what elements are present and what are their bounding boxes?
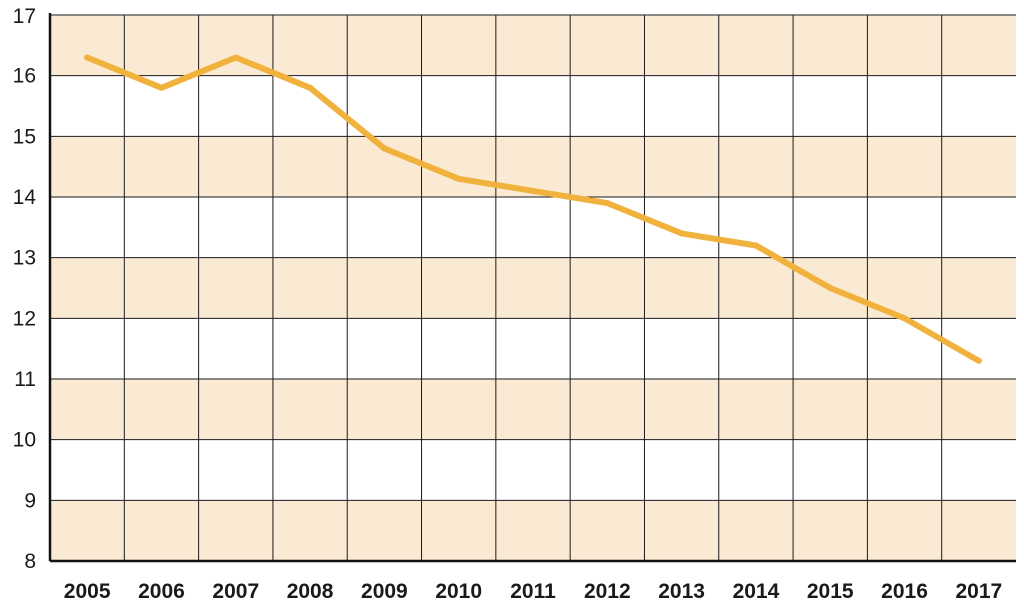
y-tick-label: 12 xyxy=(13,307,36,330)
y-tick-label: 16 xyxy=(13,65,36,88)
x-tick-label: 2012 xyxy=(584,580,631,603)
y-tick-label: 13 xyxy=(13,247,36,270)
data-point-2012 xyxy=(604,200,611,207)
axes xyxy=(48,13,1016,563)
band-10-11 xyxy=(50,379,1016,440)
data-point-2008 xyxy=(307,84,314,91)
band-11-12 xyxy=(50,318,1016,379)
x-tick-label: 2006 xyxy=(138,580,185,603)
x-tick-label: 2011 xyxy=(510,580,556,603)
x-tick-label: 2008 xyxy=(287,580,334,603)
data-point-2007 xyxy=(232,54,239,61)
data-point-2016 xyxy=(901,315,908,322)
data-point-2006 xyxy=(158,84,165,91)
series-layer xyxy=(84,54,982,364)
x-tick-labels: 2005 2006 2007 2008 2009 2010 2011 2012 2013 2014… xyxy=(64,580,1002,603)
data-point-2014 xyxy=(752,242,759,249)
band-15-16 xyxy=(50,75,1016,137)
y-tick-label: 14 xyxy=(13,186,37,209)
data-point-2009 xyxy=(381,145,388,152)
band-9-10 xyxy=(50,439,1016,501)
data-point-2011 xyxy=(530,187,536,194)
x-tick-label: 2013 xyxy=(658,580,705,603)
vertical-gridlines xyxy=(123,15,943,561)
y-tick-label: 10 xyxy=(13,429,36,452)
data-point-2005 xyxy=(84,54,91,61)
data-point-2013 xyxy=(678,230,685,237)
y-tick-label: 9 xyxy=(24,489,36,512)
x-tick-label: 2005 xyxy=(64,580,111,603)
y-tick-label: 17 xyxy=(13,5,36,28)
band-12-13 xyxy=(50,257,1016,319)
x-tick-label: 2017 xyxy=(955,580,1002,603)
y-tick-label: 15 xyxy=(13,125,36,148)
x-tick-label: 2014 xyxy=(733,580,780,603)
data-point-2010 xyxy=(455,175,462,182)
data-point-2015 xyxy=(827,285,834,291)
background-bands xyxy=(50,15,1016,561)
horizontal-gridlines xyxy=(50,14,1016,501)
x-tick-label: 2007 xyxy=(212,580,259,603)
band-16-17 xyxy=(50,15,1016,76)
x-tick-label: 2016 xyxy=(881,580,928,603)
x-tick-label: 2015 xyxy=(807,580,854,603)
y-tick-label: 8 xyxy=(24,550,36,573)
x-tick-label: 2009 xyxy=(361,580,408,603)
data-point-2017 xyxy=(975,357,982,364)
y-tick-labels: 8 9 10 11 12 13 14 15 16 17 xyxy=(13,5,37,573)
band-13-14 xyxy=(50,197,1016,258)
x-tick-label: 2010 xyxy=(435,580,482,603)
band-14-15 xyxy=(50,136,1016,197)
band-8-9 xyxy=(50,500,1016,561)
y-tick-label: 11 xyxy=(14,368,36,391)
